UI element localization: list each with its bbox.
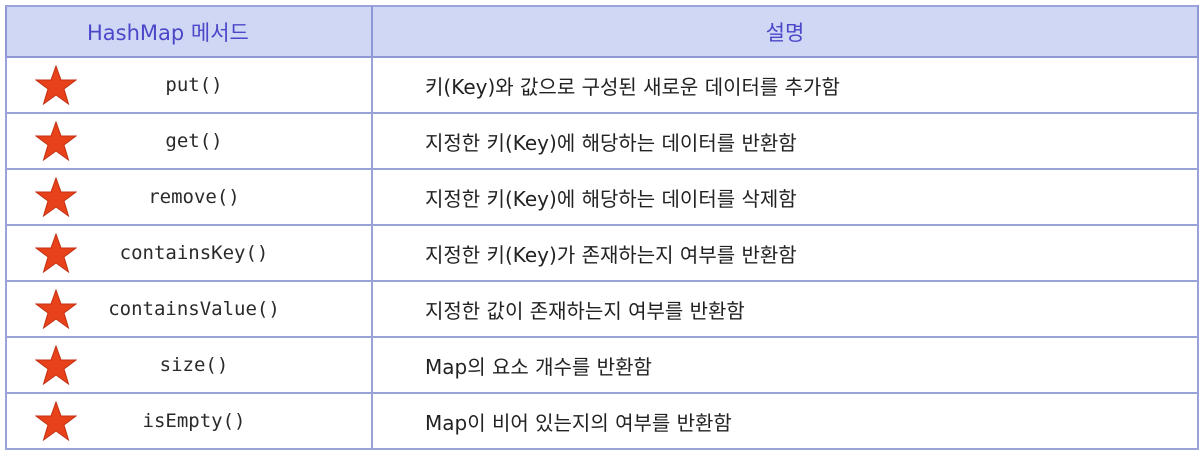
- table-row: containsValue() 지정한 값이 존재하는지 여부를 반환함: [5, 280, 1199, 338]
- method-name: size(): [159, 354, 229, 376]
- table-row: isEmpty() Map이 비어 있는지의 여부를 반환함: [5, 392, 1199, 450]
- method-cell: isEmpty(): [5, 392, 373, 450]
- star-icon: [35, 121, 77, 161]
- method-name: containsValue(): [108, 298, 280, 320]
- method-cell: remove(): [5, 168, 373, 226]
- hashmap-method-table: HashMap 메서드 설명 put() 키(Key)와 값으로 구성된 새로운…: [5, 5, 1199, 450]
- star-icon: [35, 65, 77, 105]
- description-cell: 지정한 키(Key)에 해당하는 데이터를 반환함: [371, 112, 1199, 170]
- description-cell: 지정한 값이 존재하는지 여부를 반환함: [371, 280, 1199, 338]
- method-name: isEmpty(): [142, 410, 246, 432]
- table-row: put() 키(Key)와 값으로 구성된 새로운 데이터를 추가함: [5, 56, 1199, 114]
- table-row: remove() 지정한 키(Key)에 해당하는 데이터를 삭제함: [5, 168, 1199, 226]
- description-cell: 지정한 키(Key)에 해당하는 데이터를 삭제함: [371, 168, 1199, 226]
- star-icon: [35, 177, 77, 217]
- star-icon: [35, 345, 77, 385]
- method-cell: containsValue(): [5, 280, 373, 338]
- table-row: containsKey() 지정한 키(Key)가 존재하는지 여부를 반환함: [5, 224, 1199, 282]
- table-row: size() Map의 요소 개수를 반환함: [5, 336, 1199, 394]
- star-icon: [35, 233, 77, 273]
- star-icon: [35, 289, 77, 329]
- header-method: HashMap 메서드: [5, 5, 373, 58]
- description-cell: 키(Key)와 값으로 구성된 새로운 데이터를 추가함: [371, 56, 1199, 114]
- method-name: remove(): [148, 186, 240, 208]
- method-cell: put(): [5, 56, 373, 114]
- hashmap-method-table-container: HashMap 메서드 설명 put() 키(Key)와 값으로 구성된 새로운…: [5, 5, 1199, 450]
- description-cell: Map이 비어 있는지의 여부를 반환함: [371, 392, 1199, 450]
- description-cell: 지정한 키(Key)가 존재하는지 여부를 반환함: [371, 224, 1199, 282]
- table-row: get() 지정한 키(Key)에 해당하는 데이터를 반환함: [5, 112, 1199, 170]
- method-name: get(): [165, 130, 223, 152]
- method-cell: get(): [5, 112, 373, 170]
- method-name: put(): [165, 74, 223, 96]
- star-icon: [35, 401, 77, 441]
- method-name: containsKey(): [119, 242, 269, 264]
- method-cell: containsKey(): [5, 224, 373, 282]
- method-cell: size(): [5, 336, 373, 394]
- description-cell: Map의 요소 개수를 반환함: [371, 336, 1199, 394]
- table-header-row: HashMap 메서드 설명: [5, 5, 1199, 58]
- header-description: 설명: [371, 5, 1199, 58]
